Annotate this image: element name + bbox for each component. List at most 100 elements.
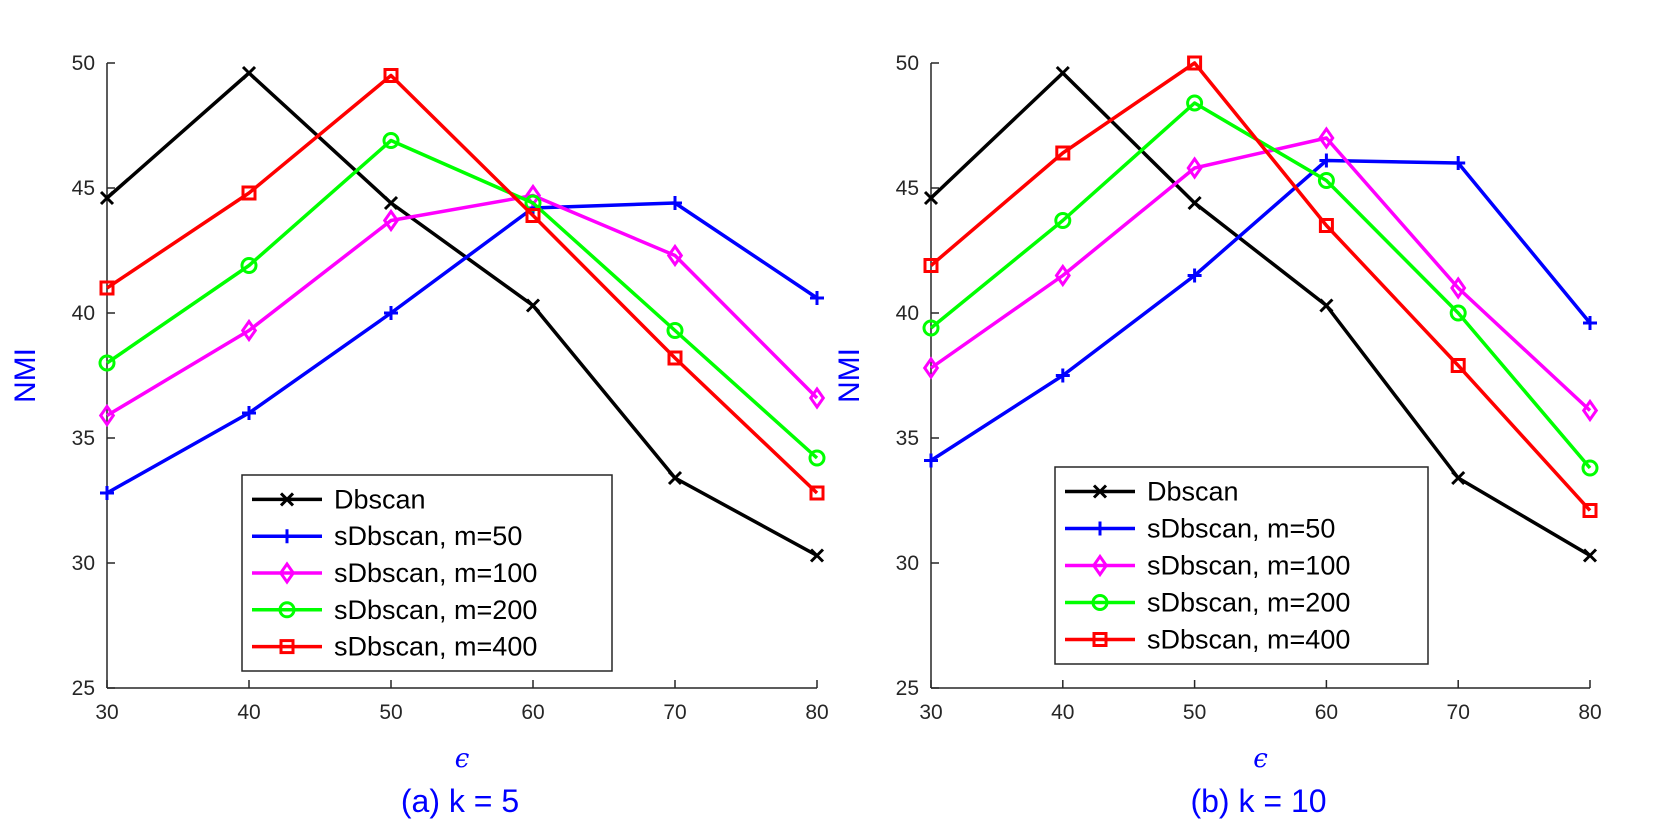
chart0-series-2-line [106,193,819,418]
chart0-series-4-point-0 [99,280,115,296]
chart0-xtick-label-4: 70 [663,701,686,724]
chart1-series-0-point-1 [1055,65,1070,81]
chart1-series-4-point-1 [1055,145,1071,161]
chart1-series-4-point-5 [1582,503,1598,518]
chart0-series-4-line [106,73,819,495]
chart0-series-2-point-2 [382,208,400,233]
chart0-legend-marker-2 [278,561,296,585]
chart1-series-4-point-4 [1450,358,1466,373]
chart1-xtick-label-5: 80 [1578,701,1601,724]
chart1-series-3-point-3 [1317,172,1335,189]
chart1-series-3-point-1 [1054,212,1072,229]
chart1-legend: Dbscan sDbscan, m=50 sDbscan, m=100 sDbscan… [1054,466,1429,665]
chart1-ytick-label-5: 50 [896,52,919,75]
chart0-xtick-label-3: 60 [521,701,544,724]
chart1-series-0-point-2 [1187,195,1202,211]
chart0-series-1-point-0 [100,486,114,500]
chart1-legend-label-4: sDbscan, m=400 [1147,625,1350,655]
chart1-series-1-line [930,158,1592,462]
chart1-caption: (b) k = 10 [1190,783,1326,819]
chart1-series-2-point-4 [1450,276,1467,300]
chart0-series-0-point-5 [809,548,825,563]
chart1-series-0-point-4 [1451,470,1466,486]
chart1-series-2-point-1 [1054,263,1071,288]
chart0-legend-marker-0 [279,492,295,507]
chart0-series-1-point-5 [810,291,824,305]
chart1-xtick-label-2: 50 [1183,701,1206,724]
chart1-series-3-point-5 [1581,459,1599,477]
chart1-ytick-label-0: 25 [896,677,919,700]
chart1-series-0-point-0 [923,190,939,206]
chart0-series-4-point-2 [383,68,399,83]
chart0-ytick-label-5: 50 [72,52,95,75]
chart0-series-3-point-4 [666,322,684,339]
chart0-series-2 [98,183,826,428]
chart0-series-0-point-1 [241,65,257,81]
chart0-series-0-line [105,71,818,558]
chart1-series-2-line [929,136,1592,412]
chart0-series-0-point-3 [525,298,541,313]
chart0-series-0-point-2 [383,195,399,211]
chart0-series-2-point-1 [240,318,258,343]
chart0-xtick-label-0: 30 [95,701,118,724]
chart0-series-0 [99,65,825,563]
chart1-series-3-point-2 [1186,94,1204,112]
chart0-caption: (a) k = 5 [401,783,519,819]
chart0-series-3-point-2 [382,132,400,149]
chart1-legend-marker-0 [1092,484,1108,499]
chart0-legend-label-1: sDbscan, m=50 [334,521,522,551]
chart1-ylabel: NMI [833,348,866,403]
chart0-ytick-label-0: 25 [72,677,95,700]
chart1-ytick-label-3: 40 [896,302,919,325]
chart0-series-4-point-4 [667,350,683,366]
chart1-xtick-label-0: 30 [919,701,942,724]
chart1-series-1-point-4 [1451,156,1466,170]
chart1-series-2 [922,126,1599,423]
chart1-series-4-point-2 [1187,55,1203,71]
chart0-xtick-label-5: 80 [805,701,828,724]
chart1-series-4-point-3 [1318,218,1334,233]
chart1-series-2-point-5 [1581,398,1599,423]
chart0-series-4-point-3 [525,208,541,223]
chart1-series-3-line [929,101,1592,470]
chart1-series-1-point-1 [1055,368,1070,383]
chart0-series-2-point-0 [98,403,116,428]
chart0-series-4-point-1 [241,185,257,201]
chart1-series-1 [924,153,1597,468]
chart1-series-4-line [929,61,1592,512]
chart0-xlabel: ϵ [455,744,470,774]
chart0-legend-marker-4 [279,639,295,655]
chart0-xtick-label-2: 50 [379,701,402,724]
chart1-xtick-label-4: 70 [1447,701,1470,724]
chart1-legend-marker-3 [1091,594,1109,611]
chart0-ytick-label-4: 45 [72,177,95,200]
chart1-legend-marker-2 [1091,553,1109,578]
chart0-legend-label-2: sDbscan, m=100 [334,558,537,588]
chart1-series-2-point-2 [1186,156,1203,180]
chart0-series-2-point-5 [808,386,826,410]
chart1-series-1-point-5 [1583,316,1597,330]
chart1-series-1-point-2 [1187,268,1202,283]
chart0-series-0-point-4 [667,470,683,486]
chart1-legend-marker-1 [1093,521,1107,536]
chart0-series-3-point-5 [808,449,826,467]
chart1-series-4-point-0 [923,258,939,273]
chart1-series-1-point-0 [924,453,938,468]
chart0-series-1-point-2 [384,306,398,320]
chart1-legend-marker-4 [1092,632,1108,647]
chart1-legend-label-1: sDbscan, m=50 [1147,514,1335,544]
chart1-series-2-point-3 [1318,126,1335,150]
chart0-legend-label-4: sDbscan, m=400 [334,632,537,662]
chart1-xtick-label-3: 60 [1315,701,1338,724]
chart1-ytick-label-1: 30 [896,552,919,575]
chart0-legend-marker-3 [278,601,296,619]
chart1-series-0-point-5 [1582,548,1598,563]
chart1-series-1-point-3 [1319,153,1334,168]
chart0-series-4-point-5 [809,485,825,501]
chart0-series-3-line [106,138,819,460]
chart0-series-1-point-1 [242,406,256,420]
chart0-legend-label-0: Dbscan [334,484,426,514]
